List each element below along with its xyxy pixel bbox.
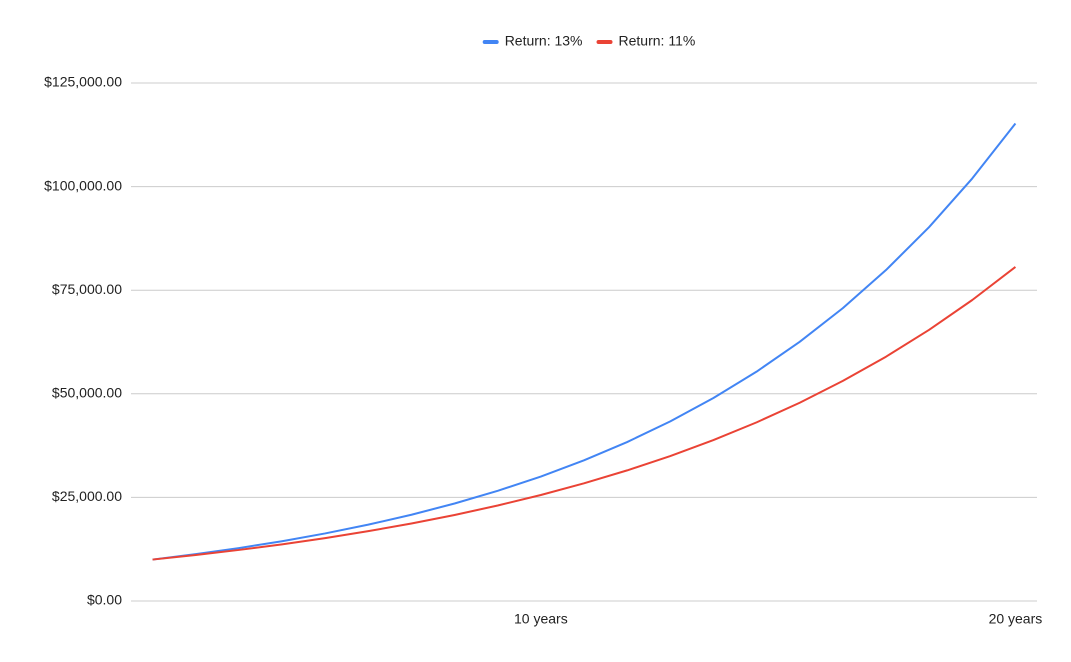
y-tick-label: $100,000.00	[44, 177, 122, 193]
y-tick-label: $75,000.00	[52, 281, 122, 297]
legend-label: Return: 11%	[619, 33, 696, 49]
series-line	[152, 266, 1017, 561]
y-tick-label: $50,000.00	[52, 385, 122, 401]
series-line	[152, 122, 1017, 561]
x-tick-label: 20 years	[989, 611, 1043, 627]
legend-label: Return: 13%	[505, 33, 583, 49]
y-tick-label: $125,000.00	[44, 74, 122, 90]
x-tick-label: 10 years	[514, 611, 568, 627]
y-tick-label: $0.00	[87, 592, 122, 608]
y-tick-label: $25,000.00	[52, 488, 122, 504]
